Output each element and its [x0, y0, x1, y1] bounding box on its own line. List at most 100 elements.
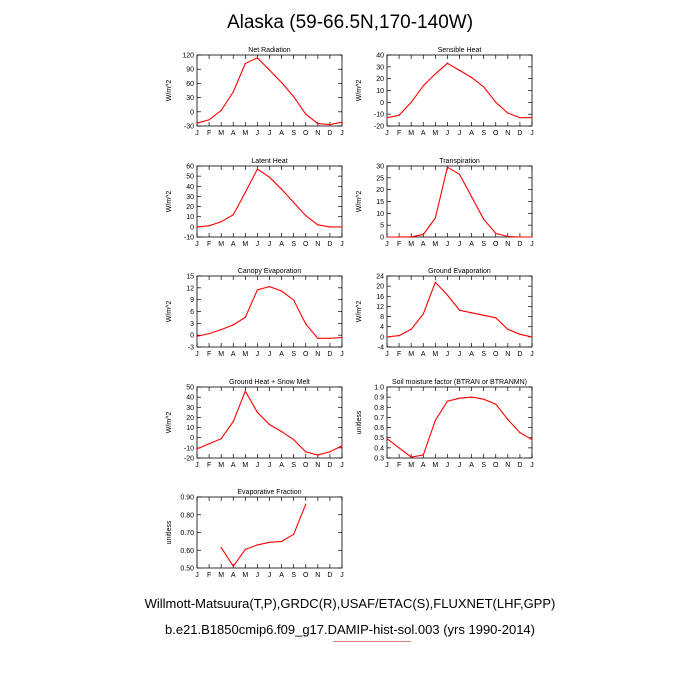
x-tick-label: F	[397, 462, 401, 469]
data-point	[422, 85, 424, 87]
data-point	[519, 432, 521, 434]
x-tick-label: J	[340, 130, 344, 137]
x-tick-label: J	[458, 130, 462, 137]
data-point	[483, 86, 485, 88]
series-line	[220, 503, 307, 568]
data-point	[293, 533, 295, 535]
x-tick-label: J	[340, 241, 344, 248]
data-point	[317, 454, 319, 456]
x-tick-label: J	[446, 130, 450, 137]
y-tick-label: 15	[186, 274, 194, 281]
x-tick-label: S	[291, 130, 296, 137]
x-tick-label: J	[446, 462, 450, 469]
plot-frame	[196, 386, 343, 459]
x-tick-label: S	[481, 130, 486, 137]
y-tick-label: 25	[376, 175, 384, 182]
y-tick-label: 90	[186, 67, 194, 74]
x-tick-label: A	[469, 462, 474, 469]
data-point	[244, 316, 246, 319]
x-tick-label: S	[291, 572, 296, 579]
data-point	[329, 123, 331, 126]
x-tick-label: M	[432, 462, 438, 469]
data-point	[386, 236, 388, 238]
x-tick-label: S	[481, 462, 486, 469]
data-point	[434, 281, 436, 283]
data-point	[293, 439, 295, 441]
data-point	[410, 456, 412, 458]
data-point	[280, 81, 283, 84]
x-tick-label: J	[458, 241, 462, 248]
x-tick-label: J	[385, 351, 389, 358]
data-point	[268, 69, 271, 71]
data-point	[268, 286, 271, 288]
y-tick-label: 0.3	[374, 456, 384, 463]
data-point	[268, 176, 271, 178]
x-tick-label: A	[231, 241, 236, 248]
data-point	[196, 335, 198, 337]
x-tick-label: J	[268, 351, 272, 358]
y-tick-label: 0.90	[180, 495, 194, 502]
data-point	[280, 540, 283, 542]
y-tick-label: -4	[378, 345, 384, 352]
x-tick-label: J	[256, 351, 260, 358]
data-point	[519, 117, 521, 119]
series-line	[196, 389, 343, 456]
y-tick-label: 20	[376, 284, 384, 291]
data-point	[507, 418, 509, 421]
chart-panel: Evaporative Fraction unitless 0.90 0.80 0.70…	[166, 489, 344, 579]
data-point	[458, 173, 461, 175]
x-tick-label: F	[397, 351, 401, 358]
y-tick-label: -20	[184, 456, 194, 463]
x-tick-label: N	[315, 130, 320, 137]
x-tick-label: J	[340, 572, 344, 579]
x-tick-label: O	[493, 351, 499, 358]
x-tick-label: J	[340, 462, 344, 469]
y-axis-label: W/m^2	[356, 80, 363, 102]
y-tick-label: 0.50	[180, 566, 194, 573]
data-point	[495, 317, 497, 319]
data-point	[268, 541, 271, 543]
x-tick-label: D	[517, 462, 522, 469]
data-point	[232, 420, 234, 423]
data-point	[280, 290, 283, 292]
x-tick-label: J	[268, 241, 272, 248]
data-point	[305, 451, 307, 453]
data-point	[256, 544, 259, 546]
data-point	[434, 217, 436, 219]
y-tick-label: 15	[376, 199, 384, 206]
y-axis-label: unitless	[356, 410, 363, 434]
panel-title: Transpiration	[439, 158, 480, 165]
y-tick-label: -10	[184, 445, 194, 452]
data-point	[386, 117, 388, 119]
y-tick-label: 0	[380, 334, 384, 341]
x-tick-label: M	[218, 130, 224, 137]
data-point	[256, 168, 259, 170]
x-tick-label: A	[421, 241, 426, 248]
y-tick-label: 0.9	[374, 395, 384, 402]
x-tick-label: F	[207, 130, 211, 137]
plot-frame	[196, 496, 343, 569]
y-tick-label: 30	[186, 95, 194, 102]
data-point	[268, 423, 271, 426]
x-tick-label: A	[421, 351, 426, 358]
y-axis-label: W/m^2	[166, 191, 173, 213]
x-tick-label: D	[517, 351, 522, 358]
chart-panel: Ground Heat + Snow Melt W/m^2 50 40 30 20 10 0 -…	[166, 379, 344, 469]
x-tick-label: M	[408, 130, 414, 137]
y-tick-label: 0	[380, 235, 384, 242]
x-tick-label: A	[421, 462, 426, 469]
data-point	[293, 299, 295, 301]
data-point	[232, 565, 234, 567]
y-tick-label: 0.4	[374, 445, 384, 452]
data-point	[341, 445, 343, 447]
data-point	[422, 234, 424, 236]
x-tick-label: A	[421, 130, 426, 137]
caption-line-1: Willmott-Matsuura(T,P),GRDC(R),USAF/ETAC…	[144, 596, 556, 611]
x-tick-label: N	[315, 351, 320, 358]
y-tick-label: 4	[380, 324, 384, 331]
data-point	[196, 226, 198, 228]
x-tick-label: A	[279, 130, 284, 137]
data-point	[470, 196, 473, 198]
x-tick-label: M	[408, 241, 414, 248]
